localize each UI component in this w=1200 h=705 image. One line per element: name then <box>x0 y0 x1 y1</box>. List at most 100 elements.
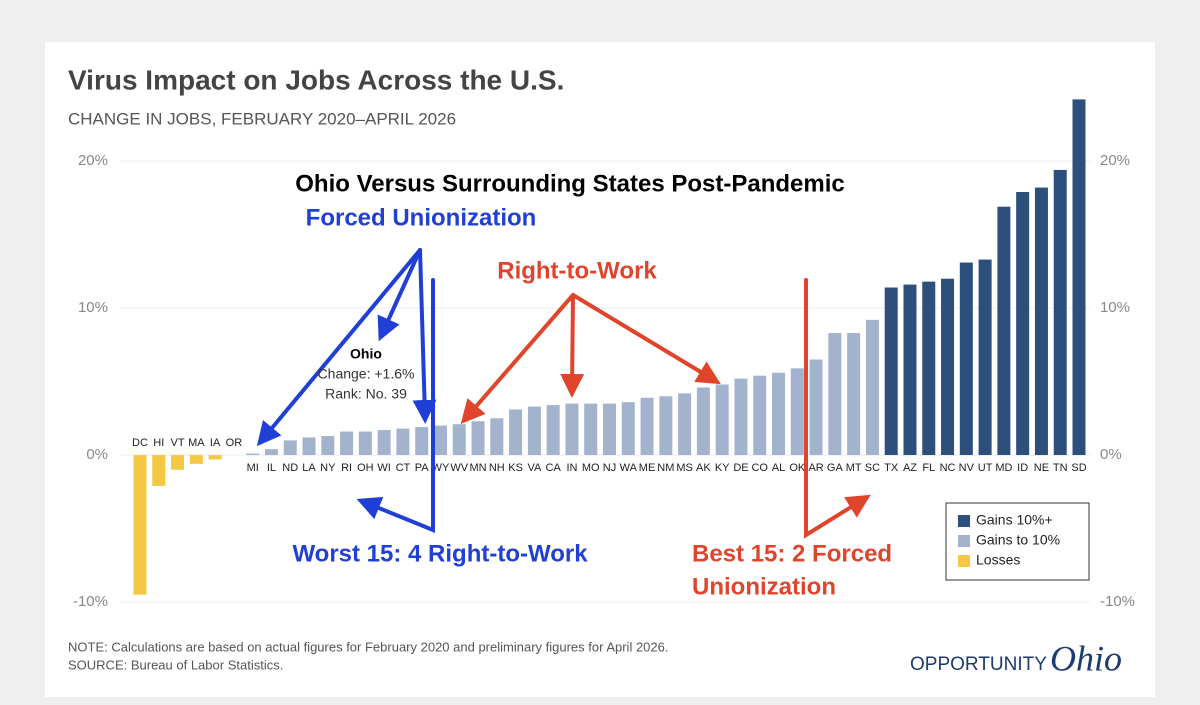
bar <box>152 455 166 486</box>
bar <box>189 455 203 464</box>
bar <box>358 431 372 456</box>
legend-label: Gains to 10% <box>976 532 1060 548</box>
bar <box>509 409 523 456</box>
x-tick-label: WI <box>377 462 390 474</box>
annotation: Right-to-Work <box>497 257 657 284</box>
bar <box>471 421 485 456</box>
x-tick-label: SC <box>865 462 880 474</box>
arrows <box>256 248 871 539</box>
x-tick-label: MA <box>188 437 205 449</box>
x-tick-label: GA <box>827 462 844 474</box>
x-tick-label: IA <box>210 437 221 449</box>
x-tick-label: WA <box>620 462 638 474</box>
x-tick-label: UT <box>978 462 993 474</box>
bar <box>941 278 955 456</box>
x-tick-label: NE <box>1034 462 1049 474</box>
y-tick-label: 20% <box>1100 152 1130 169</box>
x-tick-label: MN <box>469 462 486 474</box>
bar <box>208 455 222 460</box>
annotation: Unionization <box>692 573 836 600</box>
x-tick-label: VT <box>171 437 185 449</box>
annotation: Worst 15: 4 Right-to-Work <box>292 540 588 567</box>
x-tick-label: AR <box>808 462 823 474</box>
bar <box>1072 99 1086 456</box>
callout: Rank: No. 39 <box>325 386 407 402</box>
bar <box>377 430 391 456</box>
x-tick-label: NJ <box>603 462 616 474</box>
legend-label: Gains 10%+ <box>976 512 1053 528</box>
bar <box>621 402 635 456</box>
x-tick-label: MI <box>247 462 259 474</box>
bar <box>546 405 560 456</box>
x-tick-label: ID <box>1017 462 1028 474</box>
logo: OPPORTUNITY <box>910 654 1047 675</box>
bar <box>997 206 1011 456</box>
x-tick-label: OK <box>789 462 806 474</box>
x-tick-label: CT <box>396 462 411 474</box>
bar <box>734 378 748 456</box>
bar <box>809 359 823 456</box>
x-tick-label: TN <box>1053 462 1068 474</box>
x-tick-label: RI <box>341 462 352 474</box>
bar <box>283 440 297 456</box>
x-tick-label: IL <box>267 462 276 474</box>
bar <box>1034 187 1048 456</box>
bar <box>1053 169 1067 456</box>
bar <box>884 287 898 456</box>
bar <box>790 368 804 456</box>
subtitle: CHANGE IN JOBS, FEBRUARY 2020–APRIL 2026 <box>68 109 456 128</box>
x-tick-label: MS <box>676 462 693 474</box>
callout: Ohio <box>350 346 382 362</box>
bar <box>396 428 410 456</box>
bar <box>584 403 598 456</box>
source: SOURCE: Bureau of Labor Statistics. <box>68 657 283 672</box>
x-tick-label: DE <box>733 462 748 474</box>
x-tick-label: NC <box>940 462 956 474</box>
x-tick-label: WV <box>450 462 468 474</box>
y-tick-label: 10% <box>78 299 108 316</box>
x-tick-label: NM <box>657 462 674 474</box>
legend-swatch <box>958 555 970 567</box>
bar <box>772 372 786 456</box>
bar <box>903 284 917 456</box>
bar <box>321 435 335 456</box>
x-tick-label: IN <box>566 462 577 474</box>
bar <box>171 455 185 470</box>
bar <box>565 403 579 456</box>
annotation: Ohio Versus Surrounding States Post-Pand… <box>295 170 844 197</box>
y-tick-label: 0% <box>86 446 108 463</box>
x-tick-label: OR <box>226 437 243 449</box>
x-tick-label: ND <box>282 462 298 474</box>
bar <box>847 333 861 456</box>
x-tick-label: AZ <box>903 462 917 474</box>
bar <box>828 333 842 456</box>
bar <box>659 396 673 456</box>
bar <box>1016 191 1030 456</box>
bar <box>678 393 692 456</box>
bar <box>133 455 147 595</box>
legend-swatch <box>958 515 970 527</box>
x-tick-label: NV <box>959 462 975 474</box>
chart-title: Virus Impact on Jobs Across the U.S. <box>68 64 564 95</box>
bar <box>603 403 616 456</box>
bar <box>640 397 654 456</box>
y-tick-label: -10% <box>1100 593 1135 610</box>
x-tick-label: NY <box>320 462 336 474</box>
x-tick-label: SD <box>1071 462 1086 474</box>
x-tick-label: AK <box>696 462 711 474</box>
x-tick-label: KS <box>508 462 523 474</box>
x-tick-label: CA <box>546 462 562 474</box>
bar <box>978 259 992 456</box>
x-tick-label: KY <box>715 462 730 474</box>
y-tick-label: -10% <box>73 593 108 610</box>
legend-label: Losses <box>976 552 1020 568</box>
bar <box>753 375 767 456</box>
annotation: Best 15: 2 Forced <box>692 540 892 567</box>
bar <box>922 281 936 456</box>
legend-swatch <box>958 535 970 547</box>
y-tick-label: 10% <box>1100 299 1130 316</box>
y-tick-label: 0% <box>1100 446 1122 463</box>
logo: Ohio <box>1050 638 1122 678</box>
bar <box>959 262 973 456</box>
